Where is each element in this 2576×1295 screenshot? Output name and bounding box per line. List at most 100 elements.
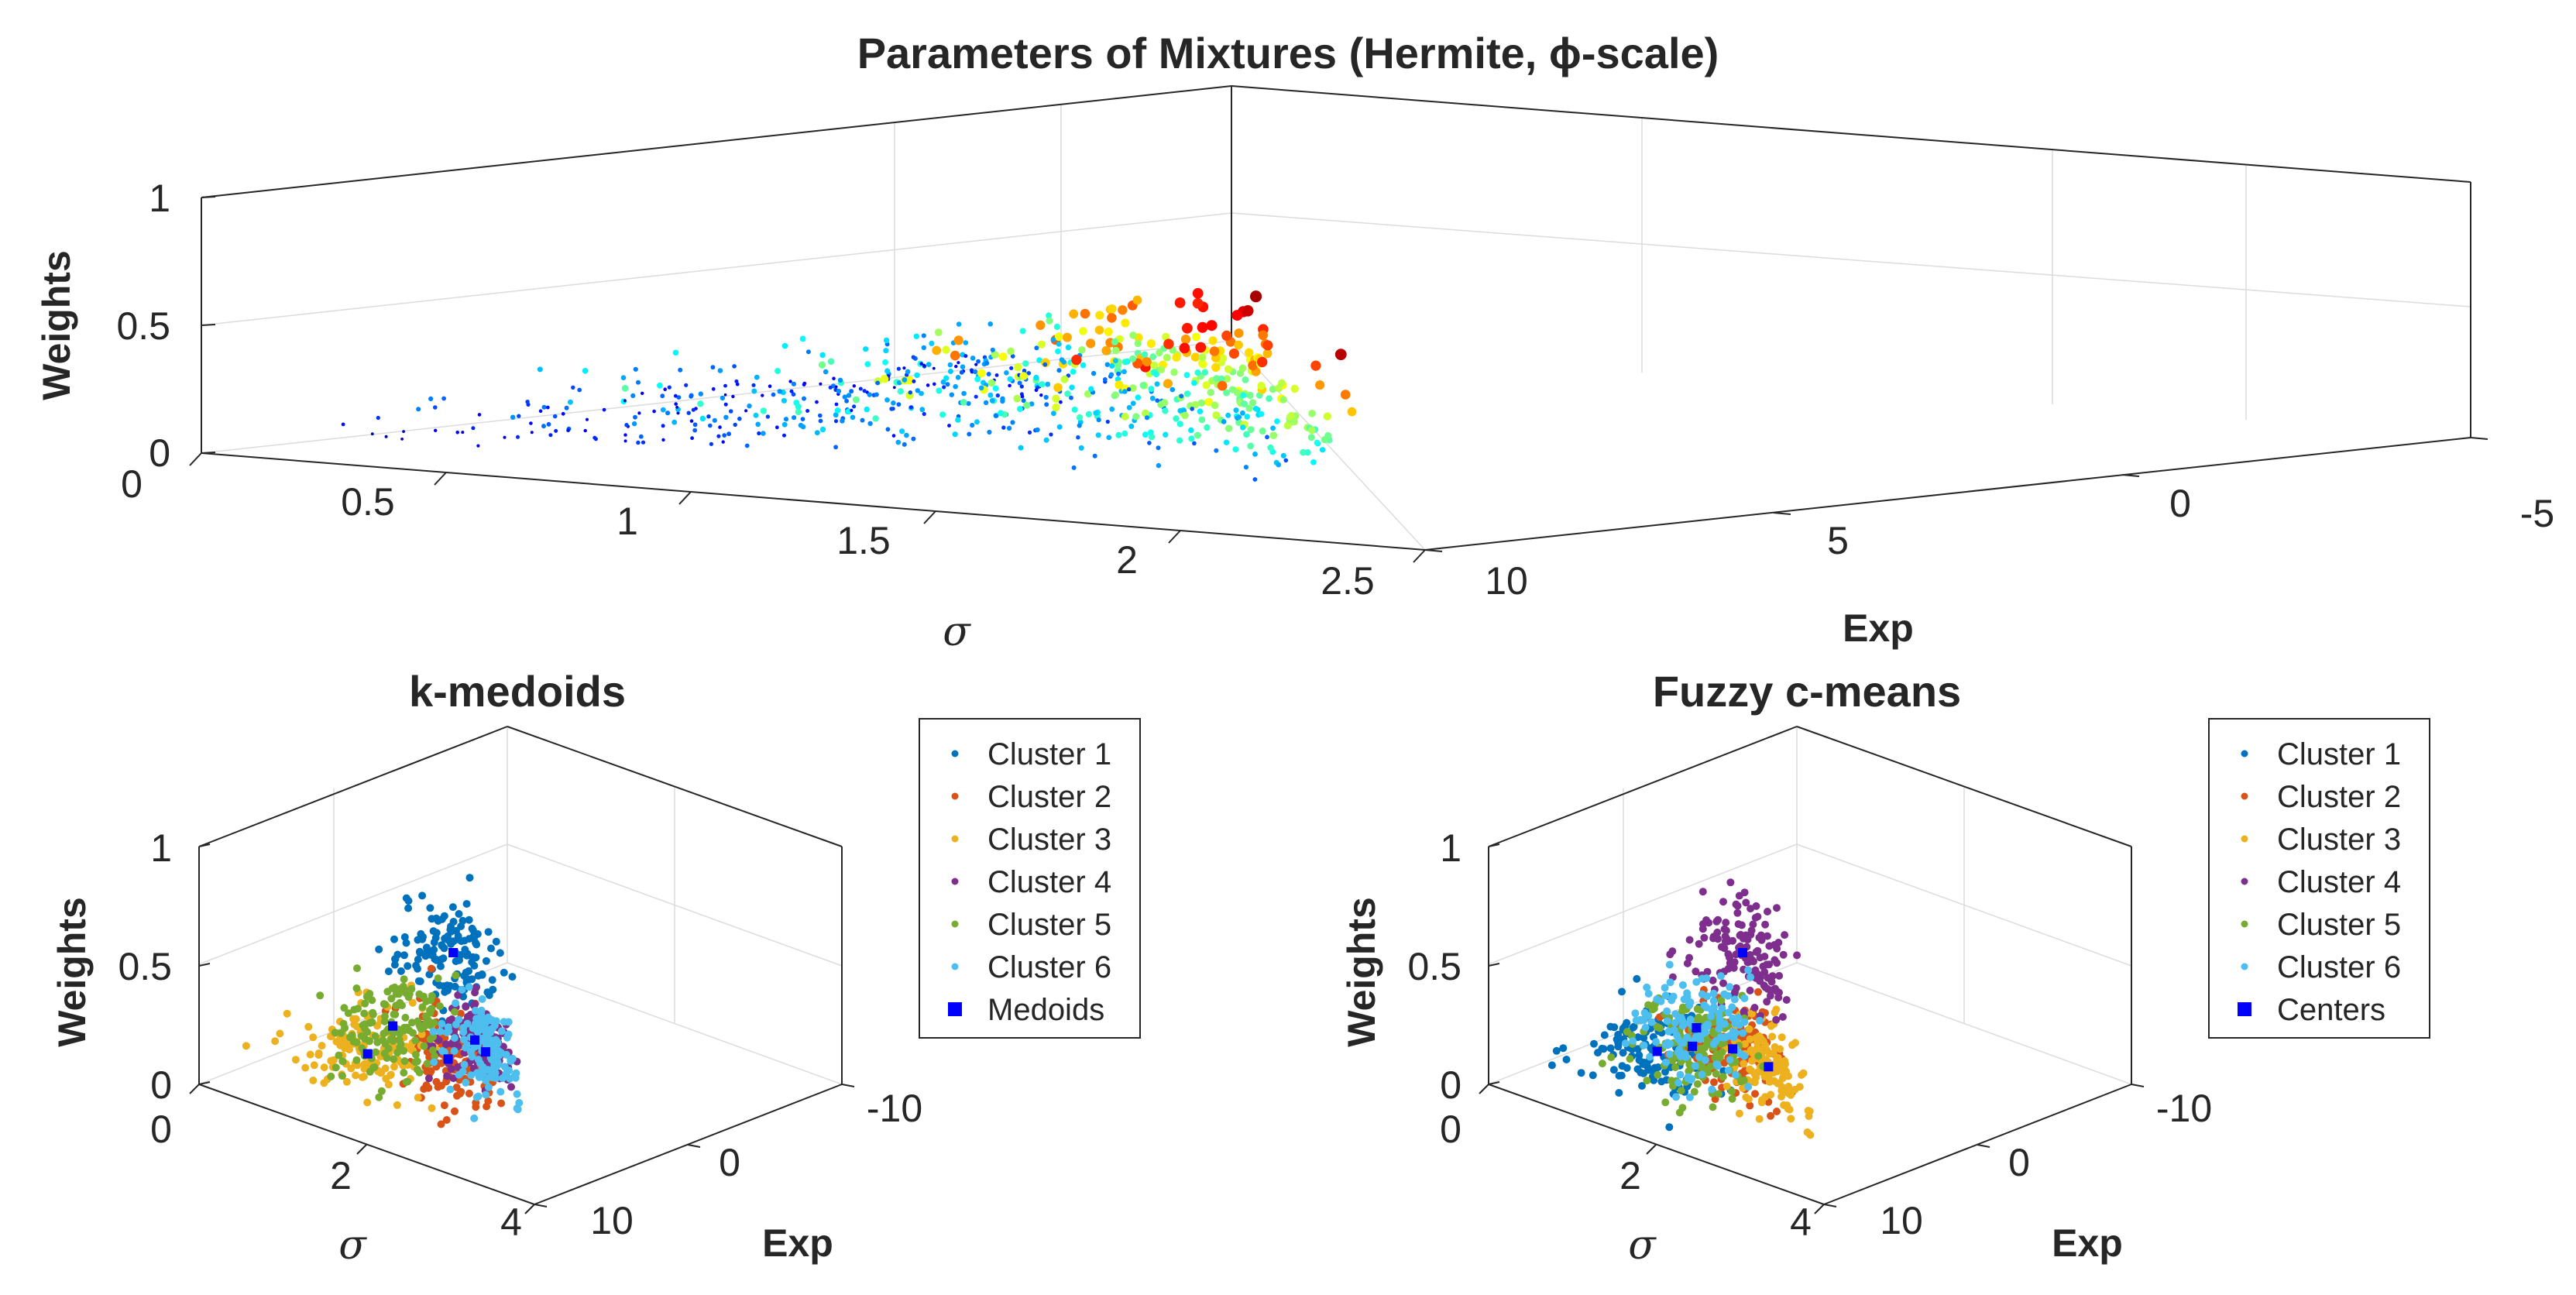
km-point-cluster-1 <box>465 915 473 924</box>
main-data-point <box>1102 377 1108 382</box>
main-data-point <box>1076 435 1080 440</box>
main-data-point <box>726 431 731 437</box>
fcm-point-cluster-4 <box>1700 933 1709 942</box>
km-point-cluster-6 <box>450 1047 459 1055</box>
main-data-point <box>1315 380 1325 390</box>
main-data-point <box>994 373 999 377</box>
main-data-point <box>978 385 984 391</box>
fcm-point-cluster-4 <box>1721 937 1729 946</box>
fcm-legend-label: Cluster 1 <box>2277 737 2401 771</box>
fcm-point-cluster-6 <box>1683 992 1692 1001</box>
main-data-point <box>1146 339 1156 349</box>
main-data-point <box>548 433 553 438</box>
km-point-cluster-5 <box>427 996 435 1005</box>
fcm-point-cluster-6 <box>1685 1001 1694 1009</box>
main-data-point <box>1324 431 1332 440</box>
km-point-cluster-1 <box>470 961 479 970</box>
main-data-point <box>860 417 865 423</box>
fcm-tick-labels: 0 2 4 -10 0 10 0 0.5 1 <box>1407 826 2212 1244</box>
main-x-tick-label: 1 <box>617 500 638 543</box>
main-data-point <box>947 424 951 428</box>
main-data-point <box>1108 372 1115 377</box>
fcm-point-cluster-3 <box>1760 1069 1768 1077</box>
km-point-cluster-5 <box>396 998 404 1007</box>
km-point-cluster-6 <box>477 1009 486 1018</box>
main-data-point <box>1147 429 1154 436</box>
main-data-point <box>631 421 637 427</box>
km-center-marker <box>470 1035 479 1045</box>
main-data-point <box>760 407 767 414</box>
main-data-point <box>1095 311 1104 320</box>
km-point-cluster-3 <box>360 1060 369 1068</box>
main-data-point <box>1221 330 1232 341</box>
km-point-cluster-1 <box>402 939 410 947</box>
main-data-point <box>1076 414 1084 421</box>
main-data-point <box>541 404 547 410</box>
km-point-cluster-2 <box>451 1107 459 1115</box>
main-data-point <box>665 410 671 416</box>
main-data-point <box>1109 406 1115 412</box>
km-point-cluster-6 <box>462 1078 470 1087</box>
fcm-point-cluster-4 <box>1746 986 1754 994</box>
main-data-point <box>583 428 587 433</box>
main-data-point <box>936 387 943 394</box>
main-data-point <box>1245 348 1254 357</box>
kmedoids-tick-marks <box>189 843 855 1214</box>
main-data-point <box>961 390 967 397</box>
km-point-cluster-1 <box>500 968 508 977</box>
main-data-point <box>1231 310 1243 321</box>
main-data-point <box>621 384 629 392</box>
km-point-cluster-6 <box>490 1022 499 1029</box>
main-data-point <box>1223 389 1231 397</box>
km-point-cluster-5 <box>428 1005 436 1013</box>
km-center-marker <box>448 948 459 957</box>
main-data-point <box>1228 348 1239 359</box>
main-data-point <box>791 381 796 386</box>
main-data-point <box>955 417 961 423</box>
main-data-point <box>875 380 880 386</box>
km-point-cluster-1 <box>439 954 448 963</box>
main-data-point <box>902 377 908 383</box>
km-point-cluster-6 <box>450 1034 459 1043</box>
fcm-point-cluster-1 <box>1614 1030 1623 1039</box>
fcm-point-cluster-5 <box>1685 1067 1693 1076</box>
main-data-point <box>1141 351 1149 359</box>
main-data-point <box>862 389 867 393</box>
main-data-point <box>1240 392 1247 399</box>
main-data-point <box>1052 403 1060 412</box>
km-point-cluster-1 <box>391 955 400 964</box>
km-point-cluster-5 <box>420 1023 428 1032</box>
fcm-point-cluster-3 <box>1777 1033 1786 1042</box>
km-point-cluster-1 <box>397 967 405 975</box>
fcm-point-cluster-4 <box>1709 976 1717 984</box>
fcm-point-cluster-6 <box>1729 1033 1738 1042</box>
main-data-point <box>970 422 975 428</box>
main-data-point <box>503 435 507 439</box>
km-point-cluster-5 <box>452 971 460 980</box>
km-point-cluster-1 <box>412 961 421 970</box>
main-data-point <box>1046 312 1053 319</box>
main-data-point <box>789 389 794 393</box>
fcm-point-cluster-5 <box>1754 1052 1763 1060</box>
fcm-point-cluster-6 <box>1621 1039 1630 1048</box>
fcm-point-cluster-6 <box>1747 973 1755 981</box>
fcm-point-cluster-6 <box>1709 997 1718 1005</box>
fcm-point-cluster-5 <box>1709 1029 1718 1038</box>
fcm-point-cluster-3 <box>1722 1082 1731 1091</box>
main-data-point <box>712 417 717 423</box>
fcm-point-cluster-5 <box>1712 1070 1720 1078</box>
main-data-point <box>765 414 771 419</box>
km-point-cluster-5 <box>380 1000 388 1008</box>
main-data-point <box>1108 304 1117 314</box>
fcm-point-cluster-4 <box>1719 898 1727 906</box>
fcm-legend-marker <box>2238 1002 2251 1016</box>
main-data-point <box>1152 371 1159 378</box>
main-data-point <box>858 386 863 391</box>
main-data-point <box>744 443 750 448</box>
km-point-cluster-4 <box>441 1040 450 1049</box>
km-point-cluster-6 <box>470 1114 479 1122</box>
fcm-point-cluster-5 <box>1704 1068 1712 1077</box>
main-data-point <box>953 335 963 345</box>
km-point-cluster-5 <box>331 1029 339 1037</box>
km-point-cluster-2 <box>424 1084 433 1092</box>
